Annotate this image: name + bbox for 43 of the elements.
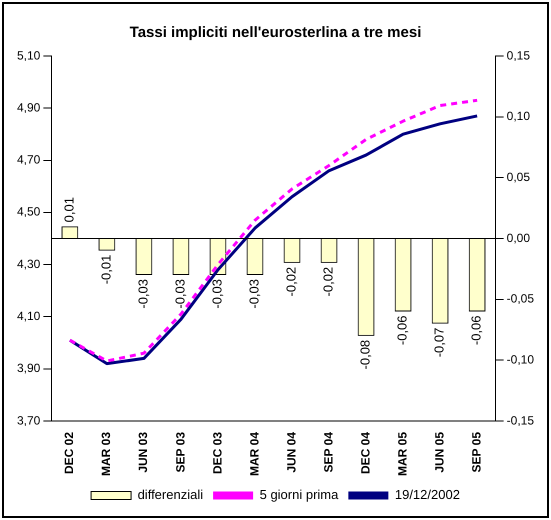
y2-tick-label: 0,15: [506, 48, 530, 62]
data-label: -0,03: [172, 278, 188, 309]
x-tick-label: MAR 03: [99, 432, 114, 476]
data-label: -0,02: [284, 266, 299, 296]
x-tick-label: MAR 05: [395, 432, 410, 476]
data-label: -0,03: [135, 278, 150, 309]
y2-tick-label: -0,10: [506, 352, 534, 366]
data-label: -0,03: [246, 278, 262, 309]
y-tick-label: 4,90: [16, 100, 41, 114]
x-tick-label: SEP 04: [321, 432, 336, 472]
chart-title: Tassi impliciti nell'eurosterlina a tre mesi: [130, 24, 422, 42]
y-tick-label: 4,70: [16, 152, 41, 167]
legend-label: 5 giorni prima: [260, 487, 340, 502]
data-label: -0,02: [320, 266, 336, 296]
y2-tick-label: 0,00: [506, 230, 530, 245]
x-tick-label: DEC 03: [210, 432, 224, 474]
data-label: -0,06: [468, 315, 484, 346]
y2-tick-label: -0,15: [506, 413, 534, 428]
data-label: -0,06: [394, 315, 410, 346]
y-tick-label: 3,70: [16, 413, 41, 428]
y2-tick-label: 0,05: [506, 170, 530, 184]
x-tick-label: SEP 05: [469, 432, 484, 472]
x-tick-label: JUN 04: [284, 432, 298, 473]
x-tick-label: SEP 03: [173, 432, 188, 472]
x-tick-label: DEC 02: [62, 432, 76, 474]
data-label: -0,01: [98, 254, 114, 284]
y2-tick-label: 0,10: [506, 109, 530, 124]
y2-tick-label: -0,05: [506, 292, 534, 306]
y-tick-label: 3,90: [16, 361, 41, 376]
y-tick-label: 4,30: [16, 256, 41, 271]
x-tick-label: MAR 04: [247, 432, 262, 476]
x-tick-label: JUN 03: [136, 432, 150, 473]
legend-label: differenziali: [138, 487, 204, 502]
y-tick-label: 4,10: [16, 309, 41, 324]
legend-label: 19/12/2002: [394, 487, 460, 502]
x-tick-label: DEC 04: [358, 432, 372, 474]
x-tick-label: JUN 05: [432, 432, 446, 473]
data-label: -0,08: [358, 340, 373, 370]
data-label: 0,01: [61, 197, 76, 222]
data-label: -0,07: [432, 328, 447, 358]
y-tick-label: 5,10: [16, 48, 41, 62]
y-tick-label: 4,50: [16, 204, 41, 219]
data-label: -0,03: [210, 278, 225, 309]
